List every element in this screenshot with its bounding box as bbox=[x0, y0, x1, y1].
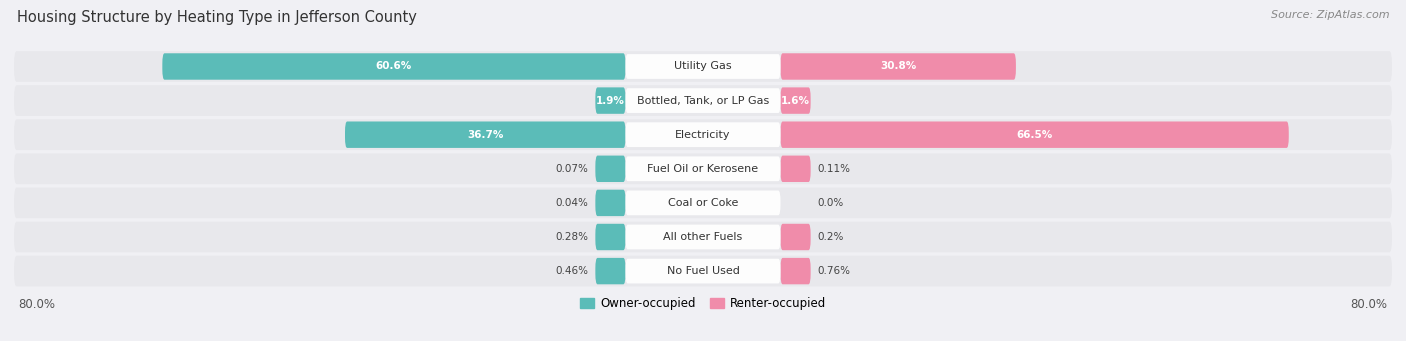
FancyBboxPatch shape bbox=[344, 121, 626, 148]
Text: Utility Gas: Utility Gas bbox=[675, 61, 731, 72]
FancyBboxPatch shape bbox=[14, 85, 1392, 116]
Text: 30.8%: 30.8% bbox=[880, 61, 917, 72]
Text: 1.6%: 1.6% bbox=[782, 95, 810, 106]
Text: Bottled, Tank, or LP Gas: Bottled, Tank, or LP Gas bbox=[637, 95, 769, 106]
Text: 80.0%: 80.0% bbox=[18, 298, 55, 311]
Text: Electricity: Electricity bbox=[675, 130, 731, 140]
Text: 60.6%: 60.6% bbox=[375, 61, 412, 72]
Text: 0.76%: 0.76% bbox=[817, 266, 851, 276]
FancyBboxPatch shape bbox=[780, 224, 811, 250]
FancyBboxPatch shape bbox=[626, 225, 780, 249]
Text: 0.0%: 0.0% bbox=[817, 198, 844, 208]
FancyBboxPatch shape bbox=[626, 54, 780, 79]
FancyBboxPatch shape bbox=[626, 191, 780, 215]
FancyBboxPatch shape bbox=[595, 155, 626, 182]
Text: 0.04%: 0.04% bbox=[555, 198, 589, 208]
FancyBboxPatch shape bbox=[595, 190, 626, 216]
FancyBboxPatch shape bbox=[780, 258, 811, 284]
FancyBboxPatch shape bbox=[626, 259, 780, 283]
FancyBboxPatch shape bbox=[626, 122, 780, 147]
FancyBboxPatch shape bbox=[14, 51, 1392, 82]
FancyBboxPatch shape bbox=[780, 121, 1289, 148]
Text: Source: ZipAtlas.com: Source: ZipAtlas.com bbox=[1271, 10, 1389, 20]
FancyBboxPatch shape bbox=[780, 87, 811, 114]
Text: 0.46%: 0.46% bbox=[555, 266, 589, 276]
Text: 1.9%: 1.9% bbox=[596, 95, 624, 106]
FancyBboxPatch shape bbox=[14, 222, 1392, 252]
FancyBboxPatch shape bbox=[595, 258, 626, 284]
FancyBboxPatch shape bbox=[14, 119, 1392, 150]
Text: 0.07%: 0.07% bbox=[555, 164, 589, 174]
Text: All other Fuels: All other Fuels bbox=[664, 232, 742, 242]
FancyBboxPatch shape bbox=[626, 88, 780, 113]
FancyBboxPatch shape bbox=[595, 224, 626, 250]
Text: 36.7%: 36.7% bbox=[467, 130, 503, 140]
Text: Fuel Oil or Kerosene: Fuel Oil or Kerosene bbox=[647, 164, 759, 174]
FancyBboxPatch shape bbox=[780, 155, 811, 182]
Text: 0.11%: 0.11% bbox=[817, 164, 851, 174]
Legend: Owner-occupied, Renter-occupied: Owner-occupied, Renter-occupied bbox=[579, 297, 827, 310]
Text: No Fuel Used: No Fuel Used bbox=[666, 266, 740, 276]
FancyBboxPatch shape bbox=[595, 87, 626, 114]
Text: 0.2%: 0.2% bbox=[817, 232, 844, 242]
Text: 66.5%: 66.5% bbox=[1017, 130, 1053, 140]
FancyBboxPatch shape bbox=[162, 53, 626, 80]
Text: 80.0%: 80.0% bbox=[1351, 298, 1388, 311]
FancyBboxPatch shape bbox=[14, 256, 1392, 286]
FancyBboxPatch shape bbox=[626, 157, 780, 181]
Text: Coal or Coke: Coal or Coke bbox=[668, 198, 738, 208]
Text: 0.28%: 0.28% bbox=[555, 232, 589, 242]
FancyBboxPatch shape bbox=[14, 188, 1392, 218]
FancyBboxPatch shape bbox=[14, 153, 1392, 184]
Text: Housing Structure by Heating Type in Jefferson County: Housing Structure by Heating Type in Jef… bbox=[17, 10, 416, 25]
FancyBboxPatch shape bbox=[780, 53, 1017, 80]
